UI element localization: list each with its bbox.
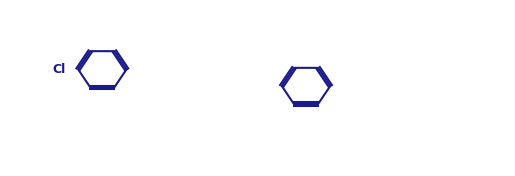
- Text: Cl: Cl: [53, 63, 66, 76]
